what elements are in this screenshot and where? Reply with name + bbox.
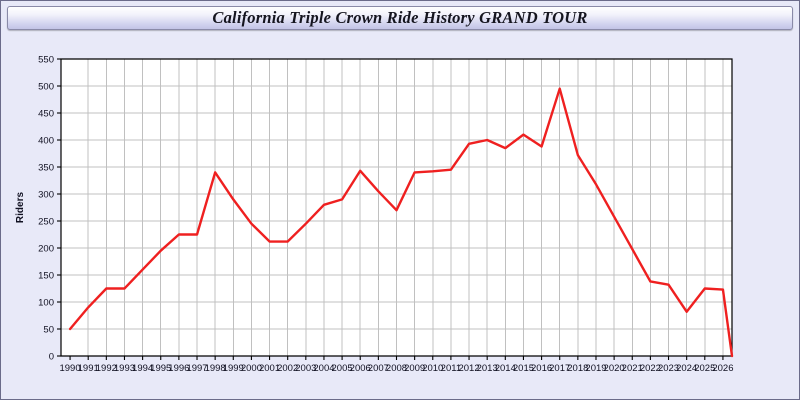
x-axis-tick-label: 2019 xyxy=(585,363,606,374)
data-series-riders xyxy=(68,87,734,358)
x-axis-tick-label: 2012 xyxy=(458,363,479,374)
y-axis-labels: 0 50 100 150 200 250 300 350 400 450 500 550 xyxy=(38,55,54,363)
x-axis-tick-label: 2016 xyxy=(531,363,552,374)
y-axis-tick-label: 400 xyxy=(38,136,54,147)
y-axis-title: Riders xyxy=(15,192,26,224)
y-axis-tick-label: 300 xyxy=(38,190,54,201)
x-axis-tick-label: 1994 xyxy=(132,363,153,374)
x-axis-tick-label: 2010 xyxy=(422,363,443,374)
x-axis-tick-label: 2009 xyxy=(404,363,425,374)
x-axis-tick-label: 2018 xyxy=(567,363,588,374)
x-axis-tick-label: 1997 xyxy=(186,363,207,374)
x-axis-tick-label: 2001 xyxy=(259,363,280,374)
x-axis-tick-label: 2015 xyxy=(513,363,534,374)
y-axis-tick-label: 250 xyxy=(38,217,54,228)
x-axis-tick-label: 2000 xyxy=(241,363,262,374)
y-axis-tick-label: 350 xyxy=(38,163,54,174)
x-axis-tick-label: 2003 xyxy=(295,363,316,374)
x-axis-tick-label: 2024 xyxy=(676,363,697,374)
x-axis-tick-label: 1995 xyxy=(150,363,171,374)
y-axis-tick-label: 450 xyxy=(38,109,54,120)
x-axis-tick-label: 2007 xyxy=(368,363,389,374)
page-title: California Triple Crown Ride History GRA… xyxy=(212,8,588,27)
x-axis-ticks xyxy=(69,356,724,360)
x-axis-tick-label: 1991 xyxy=(78,363,99,374)
y-axis-tick-label: 200 xyxy=(38,244,54,255)
x-axis-tick-label: 2006 xyxy=(350,363,371,374)
x-axis-tick-label: 1992 xyxy=(96,363,117,374)
x-axis-tick-label: 1990 xyxy=(59,363,80,374)
x-axis-tick-label: 2002 xyxy=(277,363,298,374)
y-axis-tick-label: 500 xyxy=(38,82,54,93)
x-axis-tick-label: 1998 xyxy=(205,363,226,374)
y-axis-tick-label: 150 xyxy=(38,271,54,282)
x-axis-tick-label: 2008 xyxy=(386,363,407,374)
chart-container: 0 50 100 150 200 250 300 350 400 450 500 550 1990 19… xyxy=(7,34,793,394)
x-axis-tick-label: 2022 xyxy=(640,363,661,374)
x-axis-tick-label: 2011 xyxy=(441,363,461,374)
x-axis-tick-label: 1999 xyxy=(223,363,244,374)
x-axis-tick-label: 2025 xyxy=(694,363,715,374)
x-axis-tick-label: 2014 xyxy=(495,363,516,374)
x-axis-tick-label: 1993 xyxy=(114,363,135,374)
x-axis-tick-label: 1996 xyxy=(168,363,189,374)
x-axis-tick-label: 2026 xyxy=(712,363,733,374)
y-axis-tick-label: 0 xyxy=(49,352,54,363)
x-axis-tick-label: 2020 xyxy=(604,363,625,374)
y-axis-tick-label: 50 xyxy=(43,325,54,336)
y-axis-tick-label: 550 xyxy=(38,55,54,66)
y-axis-tick-label: 100 xyxy=(38,298,54,309)
title-bar: California Triple Crown Ride History GRA… xyxy=(7,6,793,30)
x-axis-tick-label: 2004 xyxy=(313,363,334,374)
x-axis-labels: 1990199119921993199419951996199719981999… xyxy=(59,363,733,374)
y-axis-ticks xyxy=(57,58,61,357)
x-axis-tick-label: 2017 xyxy=(549,363,570,374)
x-axis-tick-label: 2013 xyxy=(477,363,498,374)
x-axis-tick-label: 2005 xyxy=(332,363,353,374)
x-axis-tick-label: 2023 xyxy=(658,363,679,374)
x-axis-tick-label: 2021 xyxy=(622,363,643,374)
